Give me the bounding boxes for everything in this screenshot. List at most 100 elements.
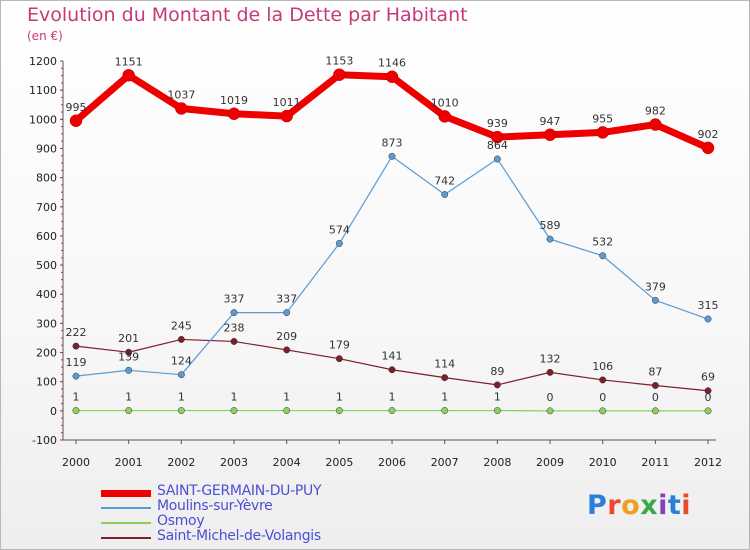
y-tick-label: 500 xyxy=(36,259,57,272)
y-tick-label: 400 xyxy=(36,288,57,301)
data-point-moulins-sur-y-vre xyxy=(125,366,133,374)
data-label-moulins-sur-y-vre: 864 xyxy=(487,139,508,152)
data-point-moulins-sur-y-vre xyxy=(177,371,185,379)
y-tick-label: 300 xyxy=(36,317,57,330)
data-point-saint-michel-de-volangis xyxy=(546,368,554,376)
legend-label: Moulins-sur-Yèvre xyxy=(157,498,273,514)
data-label-saint-michel-de-volangis: 132 xyxy=(540,352,561,365)
x-tick-label: 2012 xyxy=(694,456,722,469)
data-label-moulins-sur-y-vre: 337 xyxy=(276,293,297,306)
x-tick-label: 2007 xyxy=(431,456,459,469)
data-point-saint-michel-de-volangis xyxy=(125,348,133,356)
data-label-osmoy: 1 xyxy=(441,391,448,404)
y-tick-label: -100 xyxy=(32,434,57,447)
data-label-saint-germain-du-puy: 902 xyxy=(698,128,719,141)
y-tick-label: 1000 xyxy=(29,113,57,126)
x-tick-label: 2009 xyxy=(536,456,564,469)
data-label-osmoy: 1 xyxy=(125,391,132,404)
data-point-saint-michel-de-volangis xyxy=(441,374,449,382)
data-label-moulins-sur-y-vre: 124 xyxy=(171,355,192,368)
x-tick-label: 2011 xyxy=(641,456,669,469)
logo-letter: t xyxy=(667,490,682,521)
data-label-saint-germain-du-puy: 947 xyxy=(540,115,561,128)
x-tick-label: 2003 xyxy=(220,456,248,469)
data-label-saint-michel-de-volangis: 238 xyxy=(224,321,245,334)
data-point-osmoy xyxy=(177,407,185,415)
x-tick-label: 2001 xyxy=(115,456,143,469)
data-point-moulins-sur-y-vre xyxy=(493,155,501,163)
y-tick-label: 900 xyxy=(36,142,57,155)
data-point-osmoy xyxy=(335,407,343,415)
data-point-saint-michel-de-volangis xyxy=(283,346,291,354)
data-label-saint-michel-de-volangis: 114 xyxy=(434,358,455,371)
data-point-saint-michel-de-volangis xyxy=(388,366,396,374)
data-point-moulins-sur-y-vre xyxy=(388,152,396,160)
data-point-osmoy xyxy=(651,407,659,415)
data-point-saint-germain-du-puy xyxy=(175,102,188,115)
data-point-osmoy xyxy=(72,407,80,415)
y-tick-label: 0 xyxy=(50,405,57,418)
data-label-moulins-sur-y-vre: 139 xyxy=(118,350,139,363)
chart-unit-label: (en €) xyxy=(27,29,63,43)
data-point-osmoy xyxy=(704,407,712,415)
x-tick-label: 2000 xyxy=(62,456,90,469)
data-label-moulins-sur-y-vre: 337 xyxy=(224,293,245,306)
data-point-moulins-sur-y-vre xyxy=(651,296,659,304)
x-tick-label: 2008 xyxy=(483,456,511,469)
data-label-osmoy: 1 xyxy=(283,391,290,404)
data-label-moulins-sur-y-vre: 532 xyxy=(592,236,613,249)
legend-label: SAINT-GERMAIN-DU-PUY xyxy=(157,483,322,499)
data-point-saint-germain-du-puy xyxy=(701,141,715,155)
data-point-moulins-sur-y-vre xyxy=(546,235,554,243)
x-tick-label: 2004 xyxy=(273,456,301,469)
data-point-osmoy xyxy=(599,407,607,415)
data-label-moulins-sur-y-vre: 873 xyxy=(382,136,403,149)
data-point-moulins-sur-y-vre xyxy=(441,191,449,198)
data-label-osmoy: 1 xyxy=(389,391,396,404)
logo-letter: x xyxy=(640,490,659,521)
data-label-saint-michel-de-volangis: 141 xyxy=(382,350,403,363)
data-point-saint-germain-du-puy xyxy=(122,69,135,82)
data-point-saint-michel-de-volangis xyxy=(651,382,659,389)
data-label-saint-michel-de-volangis: 179 xyxy=(329,339,350,352)
legend-swatch xyxy=(101,537,151,539)
data-label-osmoy: 0 xyxy=(652,391,659,404)
data-point-osmoy xyxy=(388,407,396,415)
y-tick-label: 1200 xyxy=(29,55,57,68)
data-label-saint-michel-de-volangis: 245 xyxy=(171,319,192,332)
data-point-saint-germain-du-puy xyxy=(280,109,293,123)
data-point-osmoy xyxy=(125,407,133,415)
legend-label: Saint-Michel-de-Volangis xyxy=(157,528,321,544)
data-label-saint-germain-du-puy: 1011 xyxy=(273,96,301,109)
data-point-saint-michel-de-volangis xyxy=(230,338,238,345)
data-label-moulins-sur-y-vre: 379 xyxy=(645,280,666,293)
data-point-saint-michel-de-volangis xyxy=(493,381,501,389)
data-point-saint-germain-du-puy xyxy=(385,70,399,83)
data-label-osmoy: 1 xyxy=(178,391,185,404)
chart-title: Evolution du Montant de la Dette par Hab… xyxy=(27,4,468,26)
series-line-moulins-sur-y-vre xyxy=(75,155,709,377)
data-label-osmoy: 0 xyxy=(547,391,554,404)
data-label-saint-michel-de-volangis: 222 xyxy=(66,326,87,339)
data-label-saint-michel-de-volangis: 106 xyxy=(592,360,613,373)
logo-letter: i xyxy=(681,490,692,521)
data-point-saint-germain-du-puy xyxy=(596,126,609,139)
y-tick-label: 100 xyxy=(36,376,57,389)
data-point-saint-michel-de-volangis xyxy=(704,387,712,395)
data-label-moulins-sur-y-vre: 574 xyxy=(329,224,350,237)
x-tick-label: 2010 xyxy=(589,456,617,469)
logo-letter: o xyxy=(621,490,641,521)
data-point-moulins-sur-y-vre xyxy=(704,315,712,323)
y-tick-label: 700 xyxy=(36,201,57,214)
data-point-moulins-sur-y-vre xyxy=(335,240,343,247)
data-point-osmoy xyxy=(546,407,554,415)
x-tick-label: 2005 xyxy=(325,456,353,469)
data-point-saint-michel-de-volangis xyxy=(335,355,343,363)
data-label-saint-germain-du-puy: 1010 xyxy=(431,96,459,109)
data-label-osmoy: 1 xyxy=(231,391,238,404)
legend-swatch xyxy=(101,507,151,509)
proxiti-logo: Proxiti xyxy=(587,490,691,521)
logo-letter: P xyxy=(587,490,608,521)
